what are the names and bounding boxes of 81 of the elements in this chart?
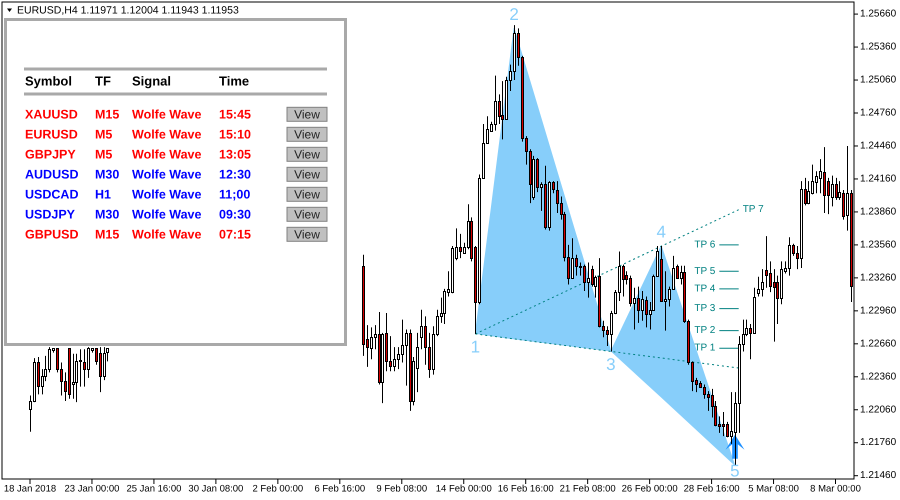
button: View [286,226,328,242]
y-tick-label: 1.25060 [860,74,897,86]
text: GBPUSD [25,227,78,242]
y-tick-label: 1.21460 [860,470,897,482]
text: 13:05 [219,147,251,162]
x-tick-label: 2 Feb 00:00 [252,484,304,494]
category-label: Time [219,74,250,88]
text: EURUSD [25,127,78,142]
x-tick-label: 6 Feb 16:00 [314,484,366,494]
x-tick-label: 9 Feb 08:00 [376,484,428,494]
x-tick-label: 16 Feb 16:00 [498,484,554,494]
text: AUDUSD [25,167,78,182]
x-tick-label: 28 Feb 16:00 [684,484,740,494]
y-tick-label: 1.22960 [860,305,897,316]
y-tick-label: 1.25660 [860,8,897,20]
text: 11;00 [219,187,250,202]
button: View [286,146,328,162]
x-tick-label: 8 Mar 00:00 [810,484,861,494]
x-tick-label: 30 Jan 08:00 [188,484,244,494]
text: 07:15 [219,227,251,242]
x-tick-label: 5 Mar 08:00 [748,484,799,494]
series-label: TP 5 [694,266,716,277]
y-tick-label: 1.22060 [860,404,897,416]
annotation: 3 [606,355,616,374]
y-tick-label: 1.24760 [860,108,897,119]
annotation: 5 [730,462,740,480]
y-tick-label: 1.24160 [860,173,897,184]
x-tick-label: 23 Jan 00:00 [64,484,120,494]
text: 12:30 [219,167,251,182]
text: USDCAD [25,187,78,202]
y-tick-label: 1.24460 [860,140,897,152]
button: View [286,106,328,122]
text: Wolfe Wave [132,147,202,162]
text: XAUUSD [25,107,78,122]
text: Wolfe Wave [132,167,202,182]
x-tick-label: 14 Feb 00:00 [436,484,492,494]
x-tick-label: 18 Jan 2018 [4,484,56,494]
text: Wolfe Wave [132,127,202,142]
text: M15 [95,107,120,122]
text: 15:45 [219,107,251,122]
annotation: 4 [656,222,666,242]
y-tick-label: 1.25360 [860,42,897,53]
text: USDJPY [25,207,76,222]
text: Wolfe Wave [132,227,202,242]
text: M30 [95,167,120,182]
series-label: TP 6 [694,239,716,250]
text: GBPJPY [25,147,76,162]
annotation: 2 [509,4,519,24]
series-label: TP 3 [694,303,716,314]
y-tick-label: 1.21760 [860,437,897,448]
button: View [286,166,328,182]
text: Wolfe Wave [132,187,202,202]
text: M15 [95,227,120,242]
x-tick-label: 25 Jan 16:00 [126,484,182,494]
text: 15:10 [219,127,251,142]
text: M5 [95,127,112,142]
text: M5 [95,147,112,162]
y-tick-label: 1.22660 [860,338,897,350]
category-label: Symbol [25,74,72,88]
button: View [286,126,328,142]
text: M30 [95,207,120,222]
text: 09:30 [219,207,251,222]
chart-title: EURUSD,H4 1.11971 1.12004 1.11943 1.11953 [17,4,239,17]
category-label: Signal [132,74,172,88]
text: Wolfe Wave [132,107,202,122]
button: View [286,206,328,222]
text: Wolfe Wave [132,207,202,222]
category-label: TF [95,74,111,88]
y-tick-label: 1.23560 [860,239,897,250]
y-tick-label: 1.23860 [860,206,897,218]
y-tick-label: 1.23260 [860,272,897,284]
series-label: TP 4 [694,283,716,294]
button: View [286,186,328,202]
series-label: TP 7 [742,204,764,216]
annotation: 1 [470,337,480,356]
x-tick-label: 21 Feb 08:00 [560,484,616,494]
series-label: TP 1 [694,342,716,354]
text: H1 [95,187,111,202]
series-label: TP 2 [694,325,716,336]
y-tick-label: 1.22360 [860,371,897,382]
x-tick-label: 26 Feb 00:00 [622,484,678,494]
